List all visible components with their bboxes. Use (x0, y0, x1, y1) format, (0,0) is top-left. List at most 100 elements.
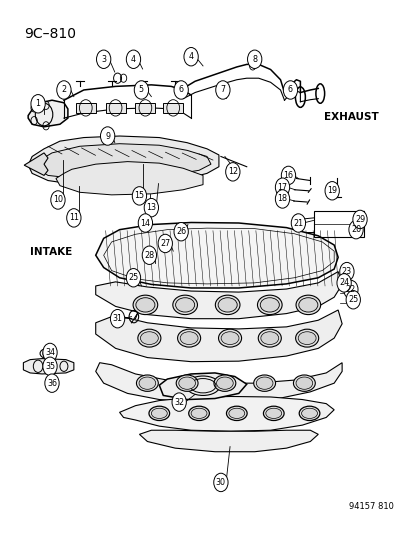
Ellipse shape (253, 375, 275, 391)
Ellipse shape (136, 375, 158, 391)
Text: 19: 19 (326, 186, 337, 195)
Ellipse shape (298, 298, 317, 312)
Text: 30: 30 (216, 478, 225, 487)
Ellipse shape (149, 406, 169, 421)
Ellipse shape (176, 375, 197, 391)
Ellipse shape (295, 377, 312, 389)
Polygon shape (28, 100, 68, 127)
Text: 15: 15 (134, 191, 144, 200)
Circle shape (275, 178, 289, 196)
Polygon shape (95, 310, 341, 362)
Polygon shape (56, 161, 202, 195)
Ellipse shape (214, 375, 235, 391)
Text: 25: 25 (128, 273, 138, 282)
Circle shape (339, 262, 353, 281)
Circle shape (336, 273, 350, 292)
Circle shape (173, 222, 188, 241)
Polygon shape (163, 103, 183, 113)
Text: 10: 10 (53, 196, 63, 205)
Ellipse shape (265, 408, 281, 418)
Ellipse shape (293, 375, 315, 391)
Bar (313, 211, 363, 237)
Circle shape (247, 50, 261, 68)
Polygon shape (159, 373, 246, 400)
Ellipse shape (172, 295, 197, 314)
Circle shape (213, 473, 228, 491)
Polygon shape (28, 136, 218, 185)
Text: 32: 32 (174, 398, 184, 407)
Polygon shape (24, 153, 48, 175)
Text: 6: 6 (287, 85, 292, 94)
Ellipse shape (263, 406, 283, 421)
Ellipse shape (297, 332, 316, 344)
Circle shape (134, 81, 148, 99)
Ellipse shape (138, 329, 161, 347)
Ellipse shape (191, 408, 206, 418)
Text: 7: 7 (220, 85, 225, 94)
Ellipse shape (216, 377, 233, 389)
Circle shape (215, 81, 230, 99)
Circle shape (343, 280, 357, 298)
Polygon shape (119, 397, 333, 431)
Circle shape (138, 214, 152, 232)
Ellipse shape (258, 329, 281, 347)
Ellipse shape (301, 408, 317, 418)
Circle shape (132, 187, 146, 205)
Circle shape (225, 163, 240, 181)
Text: 5: 5 (138, 85, 144, 94)
Text: 34: 34 (45, 348, 55, 357)
Text: 27: 27 (160, 239, 170, 248)
Circle shape (66, 209, 81, 227)
Text: 24: 24 (338, 278, 348, 287)
Ellipse shape (139, 377, 155, 389)
Text: 6: 6 (178, 85, 183, 94)
Ellipse shape (151, 408, 167, 418)
Text: 29: 29 (354, 215, 364, 224)
Text: 94157 810: 94157 810 (348, 502, 393, 511)
Text: 9C–810: 9C–810 (24, 27, 76, 41)
Ellipse shape (295, 329, 318, 347)
Ellipse shape (135, 298, 154, 312)
Text: 31: 31 (112, 314, 122, 323)
Circle shape (126, 50, 140, 68)
Text: 18: 18 (277, 195, 287, 204)
Text: 3: 3 (101, 55, 106, 64)
Text: 20: 20 (350, 225, 360, 234)
Ellipse shape (256, 377, 272, 389)
Text: 23: 23 (341, 267, 351, 276)
Ellipse shape (295, 295, 320, 314)
Text: 11: 11 (69, 213, 78, 222)
Circle shape (96, 50, 111, 68)
Polygon shape (23, 359, 74, 374)
Circle shape (144, 198, 158, 217)
Polygon shape (139, 430, 318, 452)
Text: 4: 4 (188, 52, 193, 61)
Ellipse shape (177, 329, 200, 347)
Polygon shape (36, 144, 211, 179)
Text: 26: 26 (176, 227, 186, 236)
Text: 4: 4 (131, 55, 135, 64)
Ellipse shape (180, 332, 197, 344)
Text: 25: 25 (347, 295, 358, 304)
Ellipse shape (215, 295, 240, 314)
Circle shape (158, 235, 172, 253)
Text: 21: 21 (293, 219, 303, 228)
Text: 1: 1 (36, 99, 40, 108)
Polygon shape (95, 272, 341, 319)
Ellipse shape (178, 377, 195, 389)
Ellipse shape (299, 406, 319, 421)
Text: 13: 13 (146, 203, 156, 212)
Circle shape (126, 269, 140, 287)
Circle shape (345, 290, 360, 309)
Text: 17: 17 (277, 183, 287, 192)
Circle shape (110, 310, 124, 328)
Ellipse shape (133, 295, 157, 314)
Circle shape (183, 47, 198, 66)
Text: 22: 22 (345, 285, 355, 294)
Circle shape (173, 81, 188, 99)
Ellipse shape (188, 406, 209, 421)
Text: 35: 35 (45, 362, 55, 371)
Circle shape (45, 374, 59, 392)
Text: 9: 9 (105, 132, 110, 141)
Circle shape (57, 81, 71, 99)
